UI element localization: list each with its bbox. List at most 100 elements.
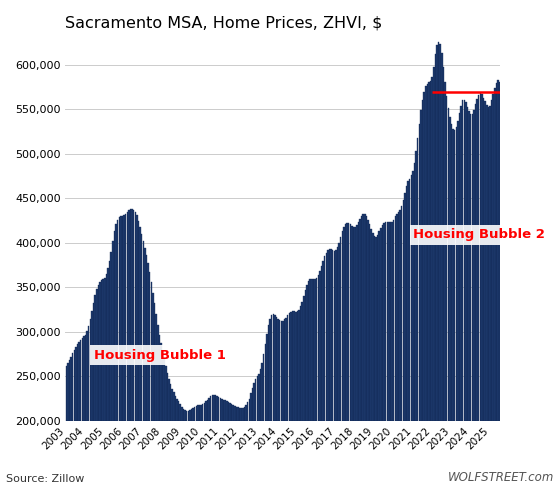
Bar xyxy=(262,363,263,421)
Bar xyxy=(403,200,404,421)
Bar xyxy=(232,405,234,421)
Bar xyxy=(186,411,188,421)
Bar xyxy=(472,114,473,421)
Bar xyxy=(108,268,109,421)
Bar xyxy=(181,407,183,421)
Bar xyxy=(443,67,444,421)
Bar xyxy=(401,207,403,421)
Bar xyxy=(282,321,284,421)
Bar xyxy=(377,235,379,421)
Bar xyxy=(324,256,325,421)
Bar xyxy=(391,222,393,421)
Bar xyxy=(451,124,452,421)
Bar xyxy=(234,406,236,421)
Bar xyxy=(329,249,330,421)
Bar xyxy=(239,408,240,421)
Bar xyxy=(436,45,438,421)
Bar xyxy=(375,237,377,421)
Bar xyxy=(396,213,398,421)
Bar xyxy=(279,320,281,421)
Bar xyxy=(494,88,496,421)
Bar xyxy=(130,209,131,421)
Bar xyxy=(95,295,96,421)
Bar xyxy=(414,163,416,421)
Bar xyxy=(269,319,271,421)
Bar xyxy=(221,399,223,421)
Bar xyxy=(99,282,101,421)
Bar xyxy=(406,186,407,421)
Bar xyxy=(422,100,423,421)
Bar xyxy=(244,407,245,421)
Bar xyxy=(82,338,83,421)
Bar xyxy=(180,404,181,421)
Bar xyxy=(354,227,356,421)
Bar xyxy=(428,82,430,421)
Bar xyxy=(301,302,303,421)
Bar xyxy=(481,94,483,421)
Bar xyxy=(274,315,276,421)
Bar xyxy=(427,84,428,421)
Bar xyxy=(468,111,470,421)
Bar xyxy=(207,399,208,421)
Bar xyxy=(362,214,364,421)
Bar xyxy=(136,215,138,421)
Bar xyxy=(478,95,479,421)
Bar xyxy=(386,223,388,421)
Bar xyxy=(496,83,497,421)
Bar xyxy=(139,227,141,421)
Bar xyxy=(117,220,118,421)
Bar xyxy=(171,389,173,421)
Bar xyxy=(127,212,128,421)
Bar xyxy=(86,331,88,421)
Bar xyxy=(310,279,311,421)
Bar xyxy=(452,129,454,421)
Bar xyxy=(372,233,374,421)
Bar xyxy=(462,101,464,421)
Bar xyxy=(393,220,394,421)
Bar xyxy=(430,81,431,421)
Bar xyxy=(343,227,344,421)
Bar xyxy=(417,138,418,421)
Text: Sacramento MSA, Home Prices, ZHVI, $: Sacramento MSA, Home Prices, ZHVI, $ xyxy=(66,15,383,30)
Bar xyxy=(366,216,367,421)
Bar xyxy=(176,399,178,421)
Bar xyxy=(300,306,301,421)
Bar xyxy=(138,221,139,421)
Bar xyxy=(492,94,494,421)
Bar xyxy=(385,223,386,421)
Bar xyxy=(303,296,305,421)
Bar xyxy=(446,96,447,421)
Bar xyxy=(212,395,213,421)
Bar xyxy=(134,212,136,421)
Bar xyxy=(271,315,273,421)
Bar xyxy=(268,325,269,421)
Bar xyxy=(308,281,309,421)
Bar xyxy=(132,209,133,421)
Bar xyxy=(266,334,268,421)
Bar xyxy=(367,220,368,421)
Bar xyxy=(167,373,168,421)
Bar xyxy=(293,312,295,421)
Bar xyxy=(327,250,329,421)
Bar xyxy=(351,226,353,421)
Bar xyxy=(314,278,316,421)
Bar xyxy=(110,252,112,421)
Bar xyxy=(319,271,320,421)
Bar xyxy=(342,231,343,421)
Bar xyxy=(72,353,73,421)
Bar xyxy=(435,54,436,421)
Bar xyxy=(114,231,115,421)
Bar xyxy=(298,310,300,421)
Bar xyxy=(228,402,229,421)
Bar xyxy=(96,289,97,421)
Bar xyxy=(295,312,297,421)
Bar xyxy=(154,303,155,421)
Bar xyxy=(164,359,165,421)
Bar xyxy=(425,86,427,421)
Bar xyxy=(128,210,129,421)
Bar xyxy=(444,82,446,421)
Bar xyxy=(102,279,104,421)
Bar xyxy=(200,405,202,421)
Bar xyxy=(157,325,158,421)
Text: Housing Bubble 1: Housing Bubble 1 xyxy=(94,348,226,362)
